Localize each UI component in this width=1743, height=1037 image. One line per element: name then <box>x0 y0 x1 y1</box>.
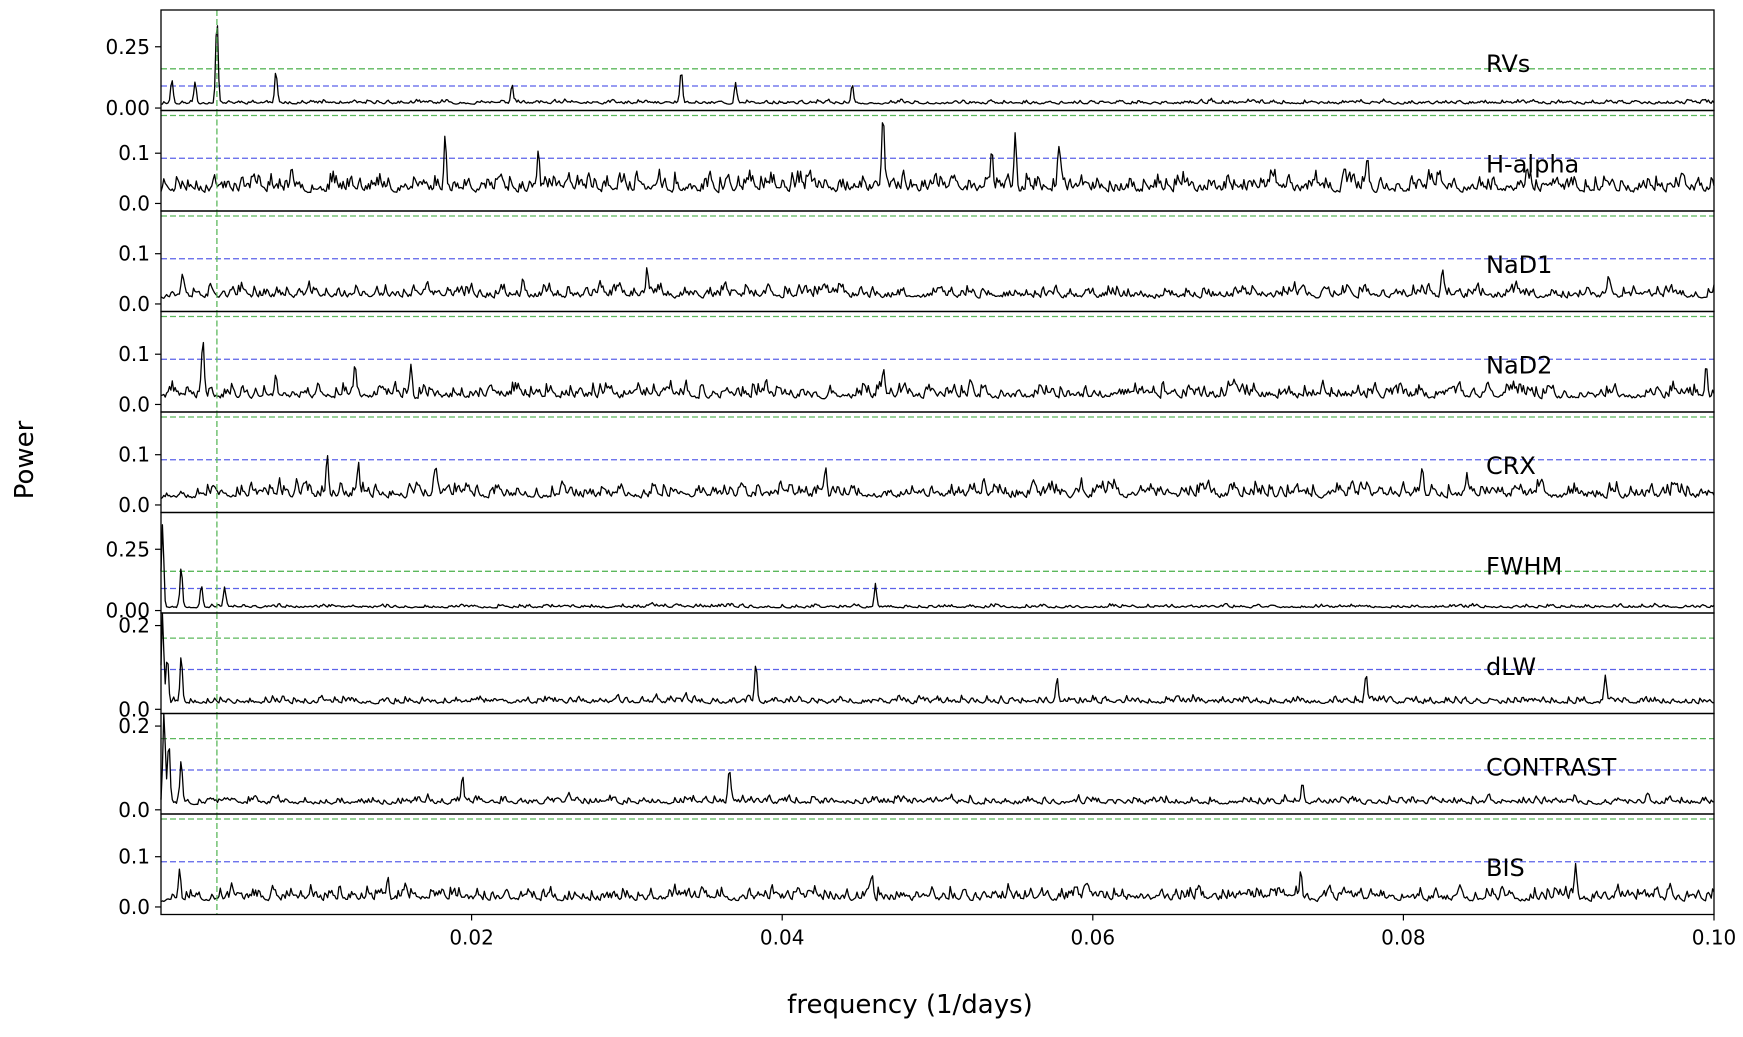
panel-dlw: 0.0 0.2 dLW <box>118 612 1715 721</box>
series-line-dlw <box>160 612 1714 705</box>
x-tick-label: 0.04 <box>760 926 805 950</box>
panel-label: CONTRAST <box>1486 754 1617 782</box>
y-tick-label: 0.25 <box>105 35 150 59</box>
y-tick-label: 0.2 <box>118 614 150 638</box>
y-axis-label: Power <box>10 420 40 499</box>
y-tick-label: 0.0 <box>118 292 150 316</box>
panel-bis: 0.0 0.1 BIS <box>118 813 1715 919</box>
y-tick-label: 0.0 <box>118 493 150 517</box>
series-line-nad2 <box>160 341 1715 400</box>
series-line-h-alpha <box>160 122 1715 194</box>
panel-label: NaD1 <box>1486 251 1552 279</box>
y-tick-label: 0.00 <box>105 96 150 120</box>
series-line-crx <box>160 455 1715 500</box>
y-tick-label: 0.0 <box>118 392 150 416</box>
panel-label: NaD2 <box>1486 352 1552 380</box>
x-axis-label: frequency (1/days) <box>787 990 1033 1020</box>
panel-frame <box>160 813 1715 916</box>
panel-label: H-alpha <box>1486 151 1579 179</box>
y-tick-label: 0.0 <box>118 895 150 919</box>
y-tick-label: 0.00 <box>105 599 150 623</box>
x-tick-label: 0.06 <box>1071 926 1116 950</box>
x-tick-label: 0.08 <box>1381 926 1426 950</box>
x-tick-label: 0.02 <box>449 926 494 950</box>
panel-rvs: 0.00 0.25 RVs <box>105 9 1715 120</box>
panel-label: CRX <box>1486 452 1536 480</box>
panel-label: BIS <box>1486 854 1525 882</box>
y-tick-label: 0.0 <box>118 697 150 721</box>
panels-layer: 0.00 0.25 RVs 0.0 0.1 H-alpha 0.0 0.1 NaD1 0.0 0.1… <box>105 9 1715 919</box>
y-tick-label: 0.1 <box>118 141 150 165</box>
y-tick-label: 0.25 <box>105 537 150 561</box>
panel-crx: 0.0 0.1 CRX <box>118 411 1715 517</box>
y-tick-label: 0.0 <box>118 191 150 215</box>
panel-label: dLW <box>1486 653 1536 681</box>
series-line-rvs <box>161 25 1715 105</box>
y-tick-label: 0.0 <box>118 798 150 822</box>
y-tick-label: 0.2 <box>118 714 150 738</box>
series-line-bis <box>160 862 1715 903</box>
x-tick-label: 0.10 <box>1692 926 1737 950</box>
series-line-contrast <box>160 712 1715 806</box>
y-tick-label: 0.1 <box>118 242 150 266</box>
panel-label: FWHM <box>1486 553 1562 581</box>
y-tick-label: 0.1 <box>118 845 150 869</box>
y-tick-label: 0.1 <box>118 342 150 366</box>
series-line-nad1 <box>160 267 1715 299</box>
panel-label: RVs <box>1486 50 1530 78</box>
panel-nad1: 0.0 0.1 NaD1 <box>118 210 1715 316</box>
series-line-fwhm <box>160 524 1715 609</box>
x-axis: 0.02 0.04 0.06 0.08 0.10 <box>449 914 1737 950</box>
y-tick-label: 0.1 <box>118 443 150 467</box>
